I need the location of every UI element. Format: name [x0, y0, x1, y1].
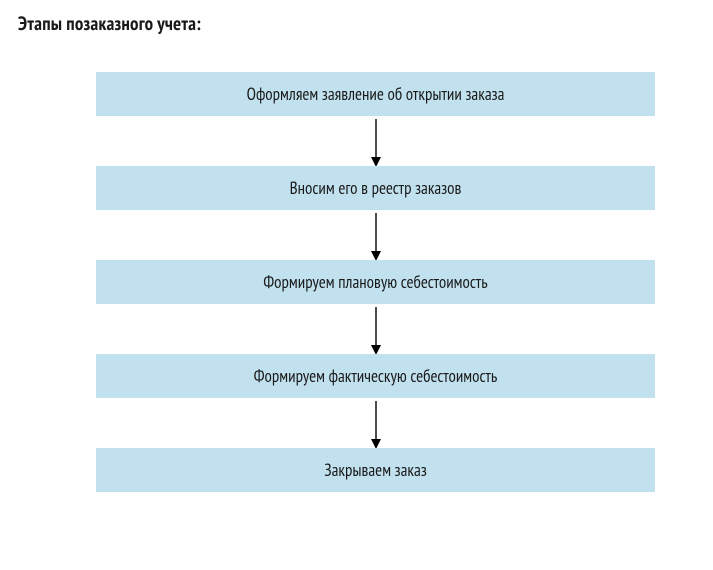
- flowchart-arrow: [368, 116, 384, 166]
- flowchart-step: Формируем фактическую себестоимость: [96, 354, 655, 398]
- flowchart-container: Оформляем заявление об открытии заказа Вн…: [18, 72, 695, 492]
- flowchart-step: Формируем плановую себестоимость: [96, 260, 655, 304]
- flowchart-arrow: [368, 398, 384, 448]
- flowchart-arrow: [368, 210, 384, 260]
- flowchart-step: Вносим его в реестр заказов: [96, 166, 655, 210]
- flowchart-arrow: [368, 304, 384, 354]
- flowchart-step: Закрываем заказ: [96, 448, 655, 492]
- flowchart-step: Оформляем заявление об открытии заказа: [96, 72, 655, 116]
- diagram-title: Этапы позаказного учета:: [18, 12, 695, 36]
